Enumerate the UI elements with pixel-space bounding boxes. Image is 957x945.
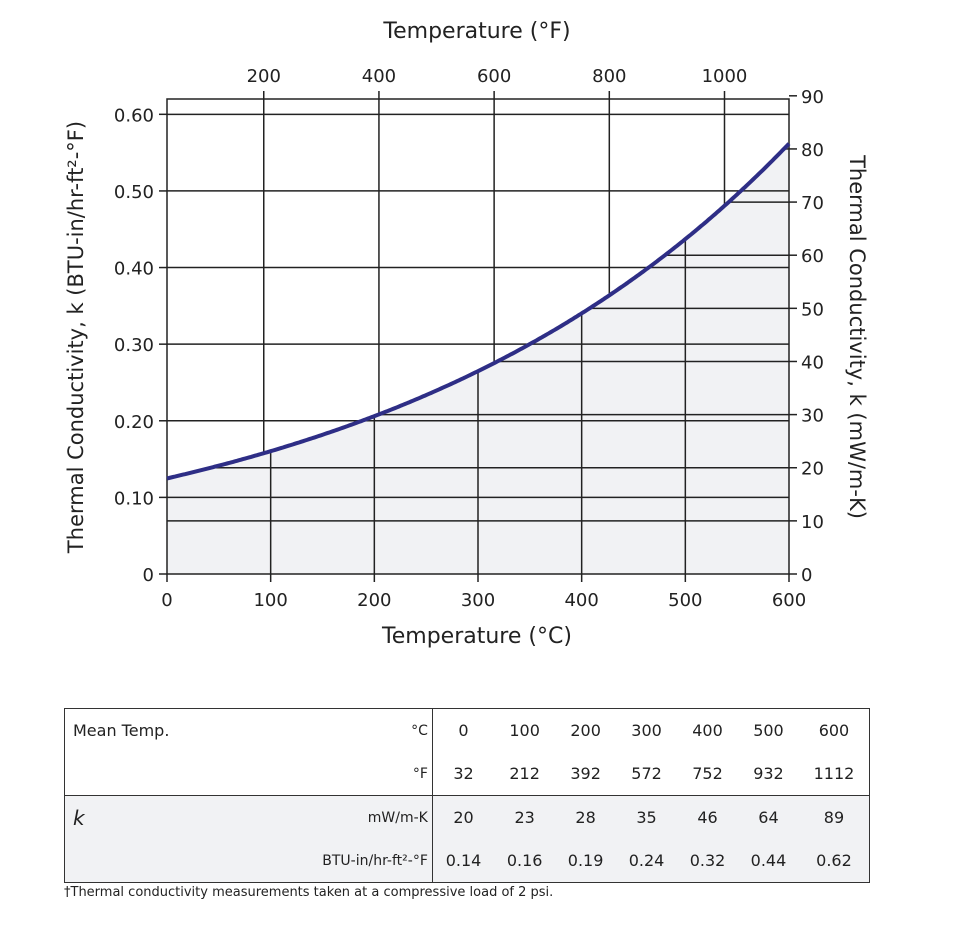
y-right-tick-label: 40 (801, 352, 824, 373)
table-cell: 0.32 (677, 839, 738, 883)
y-left-tick-label: 0 (143, 565, 154, 586)
table-cell: 0.24 (616, 839, 678, 883)
table-cell: 0.62 (798, 839, 870, 883)
y-left-tick-label: 0.20 (114, 412, 154, 433)
y-right-tick-label: 30 (801, 406, 824, 427)
table-cell: 300 (631, 721, 662, 740)
table-cell: 752 (692, 764, 723, 783)
data-point (165, 465, 170, 470)
x-bottom-tick-label: 300 (461, 590, 495, 611)
area-under-curve (167, 143, 789, 574)
table-row-fahrenheit: °F 32 212 392 572 752 932 1112 (65, 752, 870, 796)
y-right-tick-label: 50 (801, 299, 824, 320)
table-cell: 0 (458, 721, 469, 740)
y-right-tick-label: 0 (801, 565, 812, 586)
x-bottom-tick-label: 100 (253, 590, 287, 611)
grid-lines (167, 99, 789, 574)
table-cell: 100 (509, 721, 540, 740)
table-cell: 0.14 (432, 839, 495, 883)
table-cell: 392 (570, 764, 601, 783)
table-cell: 0.44 (737, 839, 799, 883)
table-cell: 46 (677, 795, 738, 839)
data-point (683, 231, 688, 236)
k-mw-unit: mW/m-K (243, 795, 433, 839)
table-cell: 64 (737, 795, 799, 839)
table-cell: 0.16 (494, 839, 556, 883)
table-cell: 28 (555, 795, 617, 839)
table-cell: 0.19 (555, 839, 617, 883)
mean-temp-label: Mean Temp. (73, 721, 170, 740)
y-right-tick-label: 70 (801, 193, 824, 214)
table-cell: 20 (432, 795, 495, 839)
y-axis-left-title: Thermal Conductivity, k (BTU-in/hr-ft²-°… (64, 121, 88, 554)
table-cell: 23 (494, 795, 556, 839)
y-right-tick-label: 60 (801, 246, 824, 267)
y-right-tick-label: 10 (801, 512, 824, 533)
y-right-tick-label: 20 (801, 459, 824, 480)
table-row-k-btu: BTU-in/hr-ft²-°F 0.14 0.16 0.19 0.24 0.3… (64, 839, 870, 883)
x-bottom-tick-label: 500 (668, 590, 702, 611)
table-cell: 35 (616, 795, 678, 839)
k-btu-unit: BTU-in/hr-ft²-°F (243, 839, 433, 883)
series-line (166, 142, 791, 481)
x-top-tick-label: 200 (247, 66, 281, 87)
data-point (372, 423, 377, 428)
y-right-tick-label: 90 (801, 87, 824, 108)
table-cell: 500 (753, 721, 784, 740)
table-cell: 212 (509, 764, 540, 783)
data-point (579, 327, 584, 332)
x-bottom-tick-label: 0 (161, 590, 172, 611)
x-top-tick-label: 800 (592, 66, 626, 87)
y-left-tick-label: 0.50 (114, 182, 154, 203)
y-left-tick-label: 0.10 (114, 488, 154, 509)
y-axis-right-title: Thermal Conductivity, k (mW/m-K) (845, 154, 869, 519)
table-cell: 932 (753, 764, 784, 783)
x-axis-top-title: Temperature (°F) (382, 19, 570, 44)
table-row-celsius: Mean Temp. °C 0 100 200 300 400 500 600 (65, 708, 870, 752)
data-point (476, 386, 481, 391)
table-cell: 572 (631, 764, 662, 783)
data-point (268, 449, 273, 454)
x-bottom-tick-label: 600 (772, 590, 806, 611)
x-top-tick-label: 1000 (702, 66, 748, 87)
y-left-tick-label: 0.30 (114, 335, 154, 356)
table-cell: 400 (692, 721, 723, 740)
x-top-tick-label: 400 (362, 66, 396, 87)
x-bottom-tick-label: 400 (564, 590, 598, 611)
k-symbol: k (73, 805, 85, 830)
footnote: †Thermal conductivity measurements taken… (64, 885, 554, 900)
y-left-tick-label: 0.60 (114, 105, 154, 126)
conductivity-table: Mean Temp. °C 0 100 200 300 400 500 600 … (64, 708, 870, 883)
fahrenheit-unit: °F (243, 752, 433, 796)
y-right-tick-label: 80 (801, 140, 824, 161)
y-left-tick-label: 0.40 (114, 259, 154, 280)
x-top-tick-label: 600 (477, 66, 511, 87)
x-axis-bottom-title: Temperature (°C) (381, 624, 572, 649)
table-cell: 200 (570, 721, 601, 740)
celsius-unit: °C (243, 708, 433, 752)
data-point (787, 99, 792, 104)
table-cell: 1112 (813, 764, 855, 783)
table-cell: 600 (818, 721, 850, 740)
table-row-k-mw: k mW/m-K 20 23 28 35 46 64 89 (64, 795, 870, 839)
x-bottom-tick-label: 200 (357, 590, 391, 611)
table-cell: 32 (453, 764, 474, 783)
table-cell: 89 (798, 795, 870, 839)
